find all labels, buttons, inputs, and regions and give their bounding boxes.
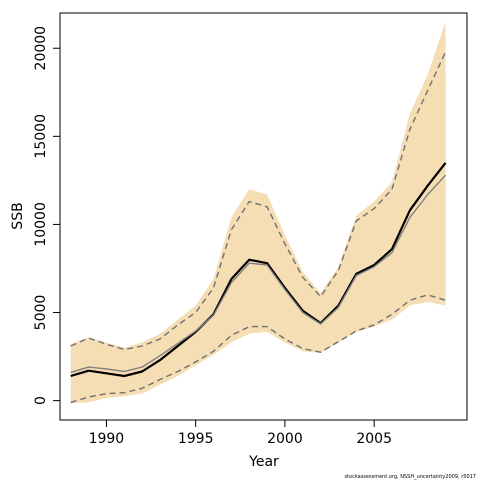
series-line-lower-bound	[70, 294, 446, 404]
y-tick-label: 5000	[33, 295, 49, 331]
series-line-layer	[70, 51, 447, 404]
x-axis-title: Year	[248, 454, 279, 470]
y-axis-title: SSB	[10, 202, 26, 229]
source-footnote: stockassessment.org, NSSH_uncertainty200…	[344, 474, 476, 480]
y-tick-label: 0	[33, 396, 49, 405]
axis-layer: 1990 1995 2000 2005 0 5000 10000 15000 20000	[33, 12, 468, 447]
y-tick-label: 20000	[33, 26, 49, 71]
x-tick-label: 2005	[356, 431, 392, 447]
confidence-band	[70, 21, 446, 404]
series-line-alternative	[70, 174, 447, 374]
plot-frame	[59, 12, 468, 421]
x-tick-label: 2000	[267, 431, 303, 447]
confidence-band-layer	[70, 21, 446, 404]
series-line-upper-bound	[70, 51, 447, 351]
x-tick-label: 1990	[89, 431, 125, 447]
y-tick-label: 10000	[33, 202, 49, 247]
series-line-estimate	[70, 162, 447, 378]
x-tick-label: 1995	[178, 431, 214, 447]
y-tick-label: 15000	[33, 114, 49, 159]
